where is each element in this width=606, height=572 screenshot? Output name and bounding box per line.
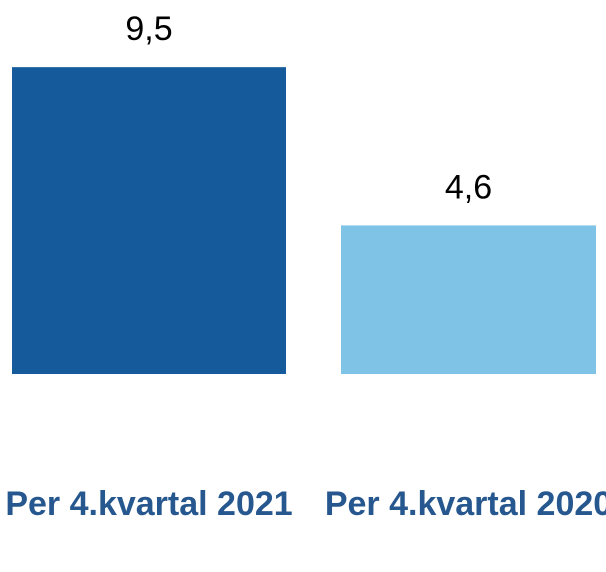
- value-label: 4,6: [445, 168, 492, 206]
- value-label: 9,5: [125, 10, 172, 48]
- category-label: Per 4.kvartal 2020: [324, 485, 606, 523]
- category-label: Per 4.kvartal 2021: [5, 485, 293, 523]
- bar: [341, 225, 596, 374]
- bar: [12, 67, 286, 375]
